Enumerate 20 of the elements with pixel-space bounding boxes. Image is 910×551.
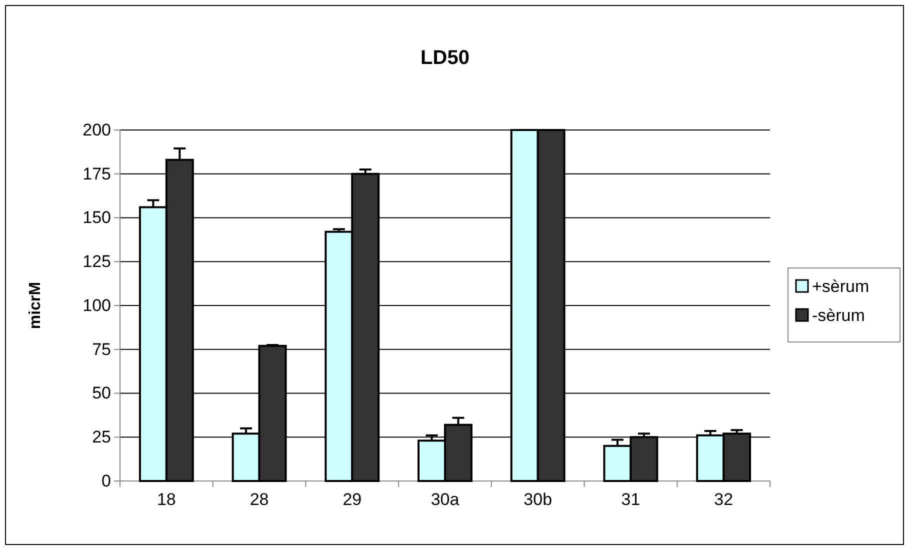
y-tick-label: 0 (102, 471, 111, 490)
x-tick-label: 30b (524, 490, 552, 510)
y-tick-label: 200 (82, 120, 111, 140)
y-axis-title: micrM (27, 282, 44, 330)
y-tick-label: 175 (82, 164, 111, 184)
x-tick-label: 32 (714, 490, 734, 510)
chart-title: LD50 (420, 47, 470, 69)
legend-label: +sèrum (812, 277, 870, 296)
y-tick-label: 150 (82, 208, 111, 228)
legend-label: -sèrum (812, 306, 865, 325)
x-tick-label: 30a (430, 490, 460, 510)
y-tick-label: 100 (82, 296, 111, 315)
y-tick-label: 25 (92, 428, 111, 447)
x-tick-label: 29 (342, 490, 362, 510)
y-tick-label: 125 (82, 252, 111, 272)
y-tick-label: 75 (92, 340, 111, 359)
y-tick-label: 50 (92, 384, 111, 403)
x-tick-label: 18 (156, 490, 176, 510)
x-tick-label: 31 (621, 490, 640, 510)
x-tick-label: 28 (250, 490, 269, 510)
